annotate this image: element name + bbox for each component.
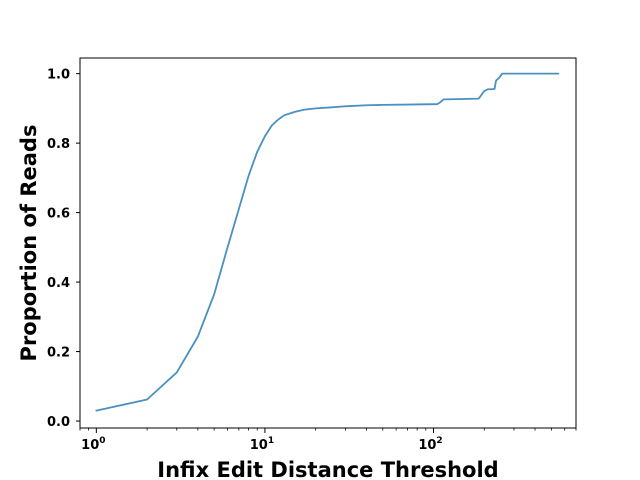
x-axis-ticks: 100 101 102 [79, 428, 577, 453]
y-tick-label: 1.0 [47, 68, 70, 83]
y-tick-label: 0.8 [47, 137, 70, 152]
x-axis-label: Infix Edit Distance Threshold [157, 458, 498, 480]
y-axis-label: Proportion of Reads [17, 125, 41, 362]
y-tick-label: 0.0 [47, 415, 70, 430]
plot-area [80, 58, 576, 428]
x-tick-label: 101 [250, 436, 274, 453]
series-line [95, 72, 560, 412]
x-tick-label: 102 [418, 436, 442, 453]
y-tick-label: 0.4 [47, 276, 70, 291]
x-tick-label: 100 [81, 436, 105, 453]
y-axis-ticks: 0.0 0.2 0.4 0.6 0.8 1.0 [47, 68, 80, 430]
y-tick-label: 0.2 [47, 346, 70, 361]
y-tick-label: 0.6 [47, 207, 70, 222]
plot-frame [79, 57, 577, 429]
